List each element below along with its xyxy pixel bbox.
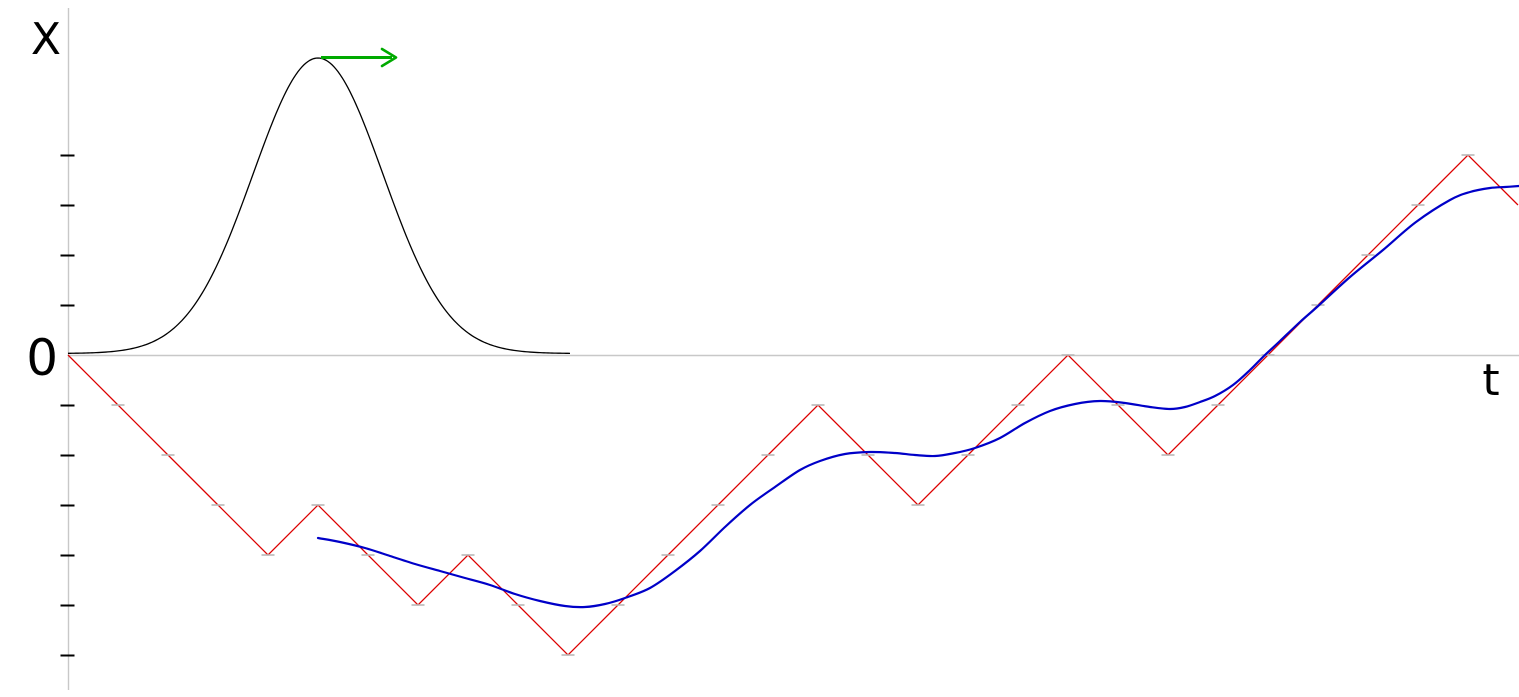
smoothed-curve-line	[316, 184, 1519, 609]
slide-direction-arrow-layer	[321, 47, 398, 68]
random-walk-layer	[67, 154, 1519, 656]
smoothed-curve-layer	[316, 184, 1519, 609]
origin-label: 0	[26, 329, 58, 387]
axes-layer	[60, 8, 1519, 690]
lattice-marks-layer	[111, 154, 1475, 656]
x-axis-label: t	[1482, 355, 1499, 406]
y-axis-label: X	[31, 14, 61, 65]
gaussian-kernel-curve	[67, 57, 571, 354]
gaussian-kernel-layer	[67, 57, 571, 354]
slide-arrow-head	[380, 47, 398, 68]
random-walk-line	[67, 154, 1519, 656]
